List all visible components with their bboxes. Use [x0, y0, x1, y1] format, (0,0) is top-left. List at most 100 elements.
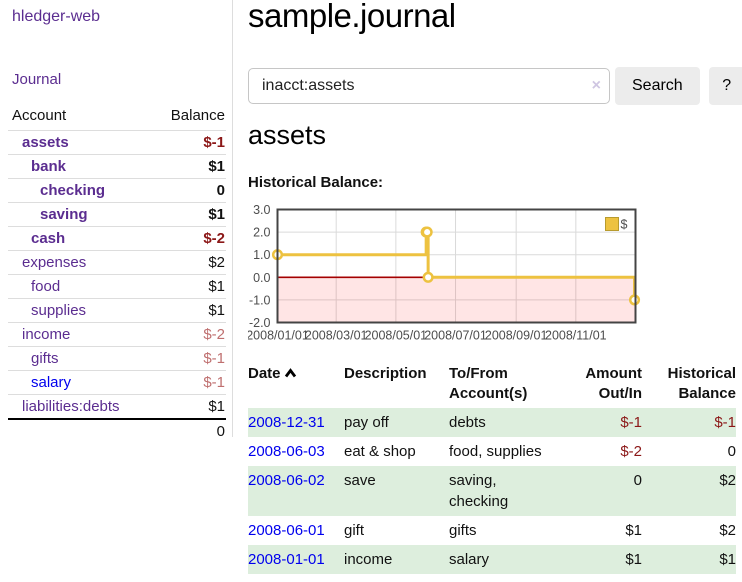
svg-text:-2.0: -2.0 — [249, 316, 271, 330]
account-row: food $1 — [8, 274, 226, 299]
svg-text:2008/11/01: 2008/11/01 — [545, 329, 607, 343]
transaction-description: eat & shop — [344, 443, 416, 460]
register-row[interactable]: 2008-12-31 pay off debts $-1 $-1 — [248, 408, 736, 437]
sidebar-item-journal[interactable]: Journal — [12, 71, 62, 88]
transaction-accounts: food, supplies — [449, 443, 542, 460]
account-row: gifts $-1 — [8, 346, 226, 371]
search-button[interactable]: Search — [615, 67, 700, 105]
transaction-date-link[interactable]: 2008-06-01 — [248, 522, 325, 539]
page-title: sample.journal — [248, 0, 456, 34]
svg-text:3.0: 3.0 — [253, 203, 270, 217]
accounts-total-balance: 0 — [150, 418, 226, 443]
account-link[interactable]: expenses — [22, 254, 87, 271]
register-header-accounts: To/From Account(s) — [449, 365, 528, 402]
svg-text:2.0: 2.0 — [253, 226, 270, 240]
register-table: Date Description To/From Account(s) Amou… — [248, 362, 736, 574]
transaction-amount: $-1 — [620, 414, 642, 431]
account-link[interactable]: liabilities:debts — [22, 398, 120, 415]
search-input[interactable] — [248, 68, 610, 104]
transaction-accounts: gifts — [449, 522, 477, 539]
svg-text:2008/07/01: 2008/07/01 — [424, 329, 487, 343]
clear-search-icon[interactable]: × — [591, 77, 601, 94]
account-balance: $1 — [150, 154, 226, 179]
accounts-header-row: Account Balance — [8, 104, 226, 131]
svg-text:2008/09/01: 2008/09/01 — [485, 329, 548, 343]
transaction-amount: $1 — [625, 522, 642, 539]
accounts-table: Account Balance assets $-1 bank $1 checking 0… — [8, 104, 226, 443]
account-row: checking 0 — [8, 178, 226, 203]
search-box: × — [248, 68, 610, 104]
transaction-balance: 0 — [727, 443, 736, 460]
account-balance: $1 — [150, 394, 226, 419]
help-button[interactable]: ? — [708, 67, 742, 105]
svg-text:2008/01/01: 2008/01/01 — [248, 329, 309, 343]
register-header-date[interactable]: Date — [248, 362, 344, 408]
register-header-balance: Historical Balance — [667, 365, 736, 402]
account-balance: $1 — [150, 298, 226, 323]
account-balance: $-1 — [150, 370, 226, 395]
account-row: saving $1 — [8, 202, 226, 227]
account-heading: assets — [248, 120, 327, 150]
transaction-date-link[interactable]: 2008-01-01 — [248, 551, 325, 568]
account-balance: $1 — [150, 202, 226, 227]
transaction-balance: $1 — [719, 551, 736, 568]
account-link[interactable]: food — [31, 278, 61, 295]
account-link[interactable]: gifts — [31, 350, 59, 367]
account-link[interactable]: assets — [22, 134, 69, 151]
register-header-row: Date Description To/From Account(s) Amou… — [248, 362, 736, 408]
transaction-date-link[interactable]: 2008-06-02 — [248, 472, 325, 489]
transaction-balance: $-1 — [714, 414, 736, 431]
transaction-description: pay off — [344, 414, 389, 431]
svg-text:0.0: 0.0 — [253, 271, 270, 285]
transaction-description: gift — [344, 522, 365, 539]
account-row: supplies $1 — [8, 298, 226, 323]
account-link[interactable]: saving — [40, 206, 88, 223]
register-header-amount: Amount Out/In — [585, 365, 642, 402]
register-row[interactable]: 2008-06-03 eat & shop food, supplies $-2 0 — [248, 437, 736, 466]
svg-text:2008/03/01: 2008/03/01 — [305, 329, 368, 343]
account-row: assets $-1 — [8, 130, 226, 155]
account-row: expenses $2 — [8, 250, 226, 275]
transaction-amount: $-2 — [620, 443, 642, 460]
transaction-accounts: saving, checking — [449, 472, 509, 510]
chart-title: Historical Balance: — [248, 174, 384, 191]
svg-text:1.0: 1.0 — [253, 248, 270, 262]
account-balance: $-1 — [150, 346, 226, 371]
account-link[interactable]: income — [22, 326, 71, 343]
brand-link[interactable]: hledger-web — [12, 8, 101, 25]
svg-text:2008/05/01: 2008/05/01 — [365, 329, 428, 343]
account-balance: $2 — [150, 250, 226, 275]
account-link[interactable]: cash — [31, 230, 66, 247]
main-content: sample.journal × Search ? assets Histori… — [248, 0, 742, 582]
svg-text:-1.0: -1.0 — [249, 293, 271, 307]
register-row[interactable]: 2008-06-02 save saving, checking 0 $2 — [248, 466, 736, 516]
transaction-amount: 0 — [633, 472, 642, 489]
account-link[interactable]: bank — [31, 158, 67, 175]
transaction-accounts: salary — [449, 551, 490, 568]
register-row[interactable]: 2008-01-01 income salary $1 $1 — [248, 545, 736, 574]
register-header-description: Description — [344, 365, 427, 382]
account-row: salary $-1 — [8, 370, 226, 395]
account-link[interactable]: supplies — [31, 302, 87, 319]
account-row: liabilities:debts $1 — [8, 394, 226, 419]
account-balance: $1 — [150, 274, 226, 299]
accounts-header-account: Account — [12, 107, 67, 124]
accounts-header-balance: Balance — [170, 107, 225, 124]
transaction-description: income — [344, 551, 393, 568]
transaction-date-link[interactable]: 2008-12-31 — [248, 414, 325, 431]
transaction-amount: $1 — [625, 551, 642, 568]
account-row: bank $1 — [8, 154, 226, 179]
accounts-total-row: 0 — [8, 418, 226, 443]
account-row: cash $-2 — [8, 226, 226, 251]
account-link[interactable]: checking — [40, 182, 106, 199]
transaction-balance: $2 — [719, 472, 736, 489]
register-row[interactable]: 2008-06-01 gift gifts $1 $2 — [248, 516, 736, 545]
sort-ascending-icon — [284, 364, 297, 384]
search-form: × Search ? — [248, 67, 742, 105]
account-balance: 0 — [150, 178, 226, 203]
transaction-date-link[interactable]: 2008-06-03 — [248, 443, 325, 460]
sidebar: hledger-web Journal Account Balance asse… — [0, 0, 233, 443]
account-link[interactable]: salary — [31, 374, 72, 391]
svg-text:$: $ — [621, 218, 628, 232]
account-balance: $-2 — [150, 322, 226, 347]
